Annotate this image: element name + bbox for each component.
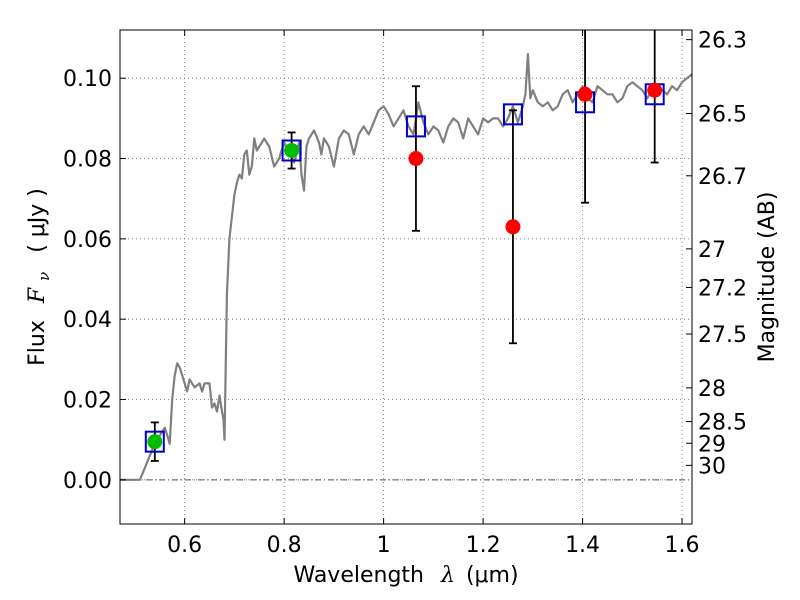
y-axis-label: Flux F ν ( μJy ) <box>25 188 55 366</box>
y2-tick-label: 27.5 <box>698 323 747 348</box>
observed-points <box>147 82 663 450</box>
y2-tick-label: 28.5 <box>698 411 747 436</box>
y-tick-label: 0.08 <box>63 148 112 173</box>
x-tick-label: 1.6 <box>665 533 700 558</box>
x-tick-label: 1.4 <box>565 533 600 558</box>
y2-tick-label: 30 <box>698 454 726 479</box>
y2-tick-label: 28 <box>698 377 726 402</box>
grid <box>120 30 692 524</box>
y2-tick-label: 26.5 <box>698 103 747 128</box>
red-data-point <box>408 151 424 167</box>
plot-frame <box>119 29 693 525</box>
y-tick-label: 0.06 <box>63 228 112 253</box>
model-band-box <box>144 430 165 453</box>
x-tick-label: 1 <box>377 533 391 558</box>
green-data-point <box>284 142 300 158</box>
y-tick-label: 0.10 <box>63 67 112 92</box>
y-axis-label-subscript: ν <box>35 272 53 281</box>
axis-ticks: 0.6 0.8 1 1.2 1.4 1.6 0.00 0.02 0.04 0.06 0.08 0.10… <box>63 29 747 558</box>
green-data-point <box>147 434 163 450</box>
y2-tick-label: 29 <box>698 432 726 457</box>
y2-tick-label: 27.2 <box>698 276 747 301</box>
y2-tick-label: 26.3 <box>698 29 747 54</box>
y-tick-label: 0.04 <box>63 308 112 333</box>
y-tick-label: 0.02 <box>63 388 112 413</box>
x-tick-label: 0.8 <box>267 533 302 558</box>
y-axis-label-text: Flux <box>25 320 50 366</box>
model-band-box <box>281 139 302 162</box>
y2-tick-label: 27 <box>698 238 726 263</box>
model-band-boxes <box>144 83 665 453</box>
red-data-point <box>647 82 663 98</box>
x-axis-label: Wavelength λ (μm) <box>293 563 518 588</box>
y2-tick-label: 26.7 <box>698 165 747 190</box>
y-axis-label-unit: ( μJy ) <box>25 188 50 253</box>
x-axis-label-variable: λ <box>440 563 455 588</box>
model-band-box <box>405 115 426 138</box>
y-axis-label-variable: F <box>25 287 50 304</box>
red-data-point <box>577 86 593 102</box>
red-data-point <box>505 219 521 235</box>
x-tick-label: 0.6 <box>167 533 202 558</box>
x-axis-label-unit: (μm) <box>466 563 519 588</box>
plot-area <box>120 30 692 481</box>
x-axis-label-text: Wavelength <box>293 563 424 588</box>
x-tick-label: 1.2 <box>466 533 501 558</box>
secondary-y-axis-label: Magnitude (AB) <box>755 192 780 363</box>
model-band-box <box>502 103 523 126</box>
y-tick-label: 0.00 <box>63 469 112 494</box>
